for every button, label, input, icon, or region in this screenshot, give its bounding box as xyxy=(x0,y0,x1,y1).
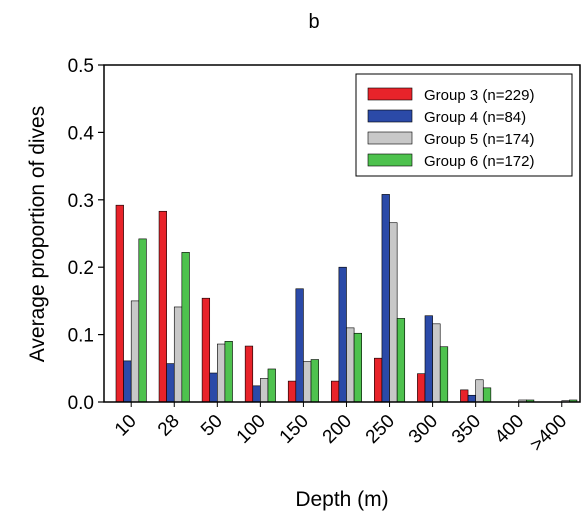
y-tick-label: 0.3 xyxy=(68,191,94,212)
bar xyxy=(310,359,319,403)
bar xyxy=(115,204,124,403)
bar xyxy=(201,297,211,403)
x-tick-label: 28 xyxy=(154,411,184,441)
bar xyxy=(158,210,167,403)
bar xyxy=(424,315,433,403)
bar xyxy=(224,341,233,403)
x-tick-label: 300 xyxy=(405,411,442,448)
bar xyxy=(252,385,261,403)
bar xyxy=(338,266,347,403)
bar xyxy=(346,327,355,403)
y-tick-label: 0.0 xyxy=(68,393,94,414)
bar xyxy=(267,368,276,403)
bar xyxy=(353,332,362,403)
x-axis-ticks: 10 28 50 100 150 200 250 300 350 400>400 xyxy=(111,402,571,456)
legend-swatch xyxy=(367,109,413,123)
legend-label: Group 4 (n=84) xyxy=(424,109,526,126)
x-tick-label: 250 xyxy=(362,411,399,448)
bar xyxy=(130,300,140,403)
bar xyxy=(138,238,147,403)
y-tick-label: 0.2 xyxy=(68,258,94,279)
legend-label: Group 3 (n=229) xyxy=(424,87,535,104)
plot-area-frame xyxy=(103,64,581,403)
bar xyxy=(330,380,340,403)
legend-label: Group 6 (n=172) xyxy=(424,153,535,170)
bar xyxy=(287,380,297,403)
legend: Group 3 (n=229) Group 4 (n=84) Group 5 (n=… xyxy=(355,73,573,177)
y-tick-label: 0.5 xyxy=(68,56,94,77)
bar xyxy=(244,345,254,403)
y-axis-label-group: Average proportion of dives xyxy=(26,106,49,362)
bar xyxy=(260,378,269,403)
x-tick-label: 350 xyxy=(448,411,485,448)
bars-layer xyxy=(115,194,578,403)
bar xyxy=(381,194,390,403)
legend-swatch xyxy=(367,131,413,145)
x-axis-label: Depth (m) xyxy=(295,488,388,511)
bar xyxy=(123,360,132,403)
bar xyxy=(432,323,441,403)
bar xyxy=(475,379,484,403)
bar xyxy=(217,343,226,403)
bar xyxy=(439,346,449,403)
legend-swatch xyxy=(367,87,413,101)
y-axis-label: Average proportion of dives xyxy=(26,106,49,362)
bar xyxy=(482,387,492,403)
x-tick-label: 100 xyxy=(233,411,270,448)
y-tick-label: 0.1 xyxy=(68,326,94,347)
bar xyxy=(166,363,175,403)
bar xyxy=(181,252,190,403)
bar xyxy=(209,372,218,403)
legend-swatch xyxy=(367,153,413,167)
bar xyxy=(417,373,426,403)
x-tick-label: 10 xyxy=(111,411,141,441)
bar xyxy=(389,222,398,403)
bar xyxy=(467,394,476,403)
x-tick-label: 200 xyxy=(319,411,356,448)
x-tick-label: 150 xyxy=(276,411,313,448)
bar xyxy=(295,288,304,403)
x-tick-label: 400 xyxy=(491,411,528,448)
bar xyxy=(303,361,312,403)
bar xyxy=(460,389,469,403)
bar xyxy=(173,306,183,403)
x-tick-label: >400 xyxy=(526,411,571,456)
y-tick-label: 0.4 xyxy=(68,123,95,144)
legend-label: Group 5 (n=174) xyxy=(424,131,535,148)
x-tick-label: 50 xyxy=(197,411,227,441)
y-axis-ticks: 0.0 0.1 0.2 0.3 0.4 0.5 xyxy=(68,56,104,414)
chart-title: b xyxy=(308,11,319,33)
bar xyxy=(396,318,406,403)
bar xyxy=(374,357,383,403)
